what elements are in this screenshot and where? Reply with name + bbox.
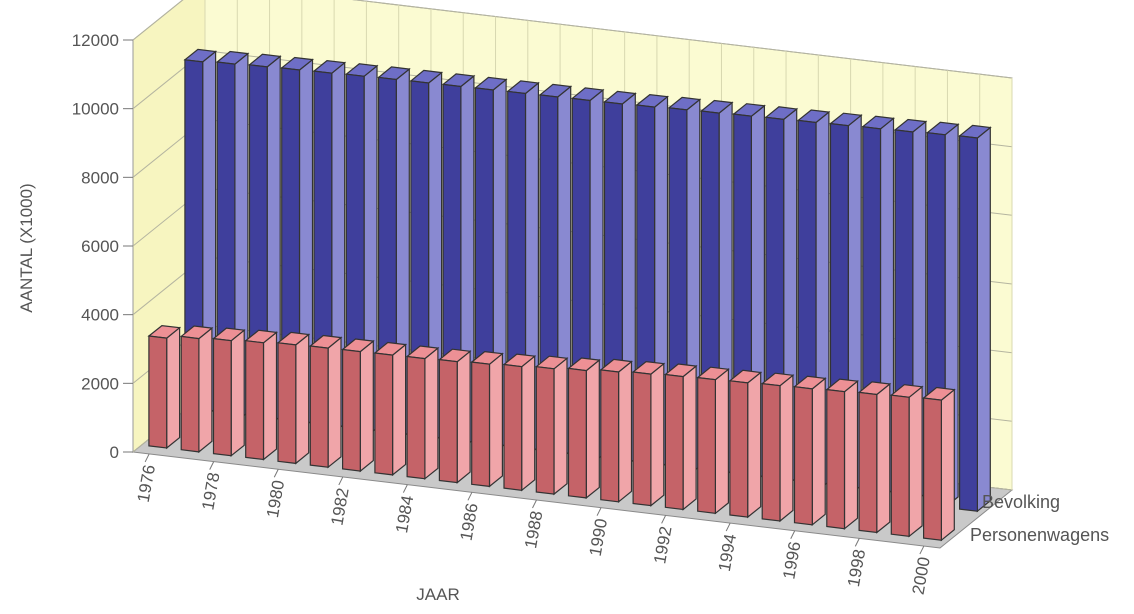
- bar-personenwagens-1979: [244, 329, 278, 461]
- x-tick-label: 1998: [844, 548, 869, 589]
- chart-bars: [147, 48, 992, 542]
- y-axis-ticks: 0 2000 4000 6000 8000 10000 12000: [72, 31, 133, 462]
- series-label-personenwagens: Personenwagens: [970, 525, 1109, 545]
- x-tick-label: 1990: [586, 517, 611, 558]
- bar-personenwagens-1980: [276, 331, 311, 465]
- bar-bevolking-2000: [958, 124, 992, 513]
- bar-personenwagens-1996: [793, 375, 827, 527]
- x-tick-label: 1982: [327, 486, 352, 527]
- bar-personenwagens-1976: [147, 324, 182, 450]
- x-tick-label: 1984: [392, 494, 417, 535]
- x-tick-label: 1978: [198, 471, 223, 512]
- x-tick-label: 1980: [263, 479, 288, 520]
- bar-personenwagens-1984: [405, 345, 440, 480]
- bar-personenwagens-1983: [373, 341, 408, 477]
- y-tick-label: 6000: [81, 237, 119, 256]
- x-tick-label: 1986: [457, 502, 482, 543]
- bar-personenwagens-1989: [567, 357, 601, 500]
- y-tick-label: 4000: [81, 306, 119, 325]
- x-tick-label: 2000: [909, 555, 934, 596]
- bar-personenwagens-1999: [889, 384, 924, 538]
- x-axis-title: JAAR: [416, 585, 459, 604]
- x-tick-label: 1992: [650, 525, 675, 566]
- bar-personenwagens-1998: [857, 381, 892, 534]
- bar-personenwagens-1982: [341, 338, 375, 473]
- bar-personenwagens-1997: [825, 378, 859, 530]
- x-tick-label: 1994: [715, 532, 740, 573]
- y-tick-label: 2000: [81, 374, 119, 393]
- y-tick-label: 10000: [72, 100, 119, 119]
- bar-personenwagens-2000: [922, 386, 956, 542]
- bar-personenwagens-1988: [534, 355, 569, 496]
- y-axis-title: AANTAL (X1000): [17, 183, 36, 312]
- y-tick-label: 12000: [72, 31, 119, 50]
- bar-personenwagens-1991: [631, 360, 666, 507]
- bar-personenwagens-1993: [696, 366, 730, 515]
- x-tick-label: 1988: [521, 509, 546, 550]
- bar-personenwagens-1977: [179, 325, 214, 454]
- x-tick-label: 1996: [779, 540, 804, 581]
- bar-personenwagens-1990: [599, 358, 633, 504]
- bar-personenwagens-1994: [728, 369, 763, 519]
- y-tick-label: 8000: [81, 168, 119, 187]
- bar-personenwagens-1985: [437, 348, 472, 484]
- bar-personenwagens-1978: [212, 327, 246, 457]
- gridline: [132, 0, 1013, 79]
- bar-personenwagens-1995: [760, 372, 795, 523]
- bar-personenwagens-1986: [470, 350, 504, 488]
- bar-personenwagens-1987: [502, 353, 537, 492]
- y-tick-label: 0: [110, 443, 119, 462]
- series-label-bevolking: Bevolking: [982, 492, 1060, 512]
- bar-personenwagens-1992: [663, 363, 698, 511]
- bar-personenwagens-1981: [308, 334, 343, 469]
- x-tick-label: 1976: [134, 463, 159, 504]
